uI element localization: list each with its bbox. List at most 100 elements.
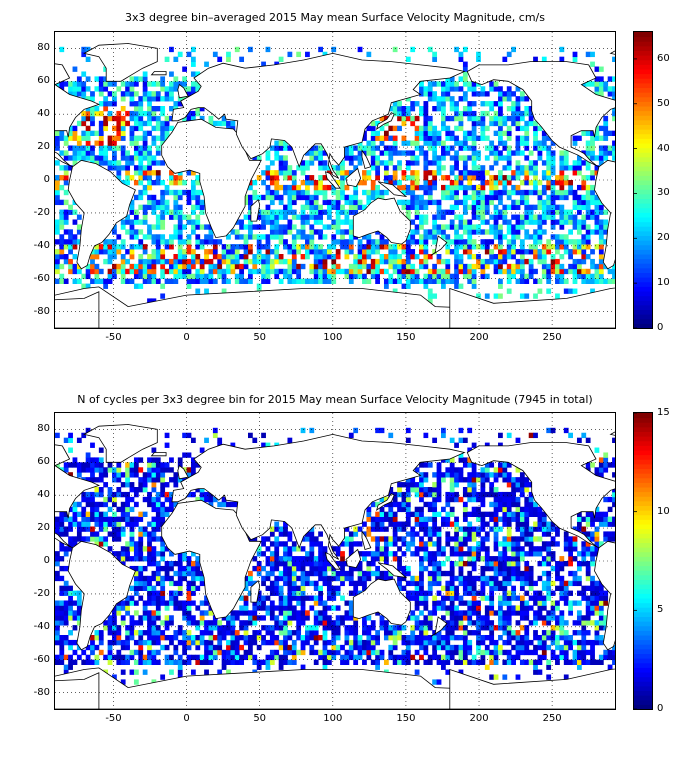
data-bin	[524, 106, 530, 112]
data-bin	[55, 135, 60, 141]
data-bin	[142, 135, 148, 141]
data-bin	[248, 194, 253, 201]
data-bin	[120, 125, 126, 132]
data-bin	[76, 76, 82, 82]
data-bin	[427, 160, 433, 166]
data-bin	[274, 620, 280, 626]
data-bin	[476, 135, 481, 141]
data-bin	[300, 189, 306, 196]
data-bin	[498, 130, 503, 136]
data-bin	[309, 204, 315, 210]
data-bin	[405, 615, 411, 621]
data-bin	[85, 115, 91, 122]
data-bin	[489, 106, 495, 112]
data-bin	[160, 487, 166, 493]
data-bin	[300, 605, 306, 611]
data-bin	[498, 263, 503, 270]
data-bin	[462, 635, 468, 641]
data-bin	[186, 219, 192, 225]
data-bin	[366, 51, 372, 58]
data-bin	[414, 214, 420, 220]
data-bin	[147, 155, 152, 161]
data-bin	[234, 639, 240, 646]
data-bin	[195, 244, 201, 250]
data-bin	[68, 546, 73, 552]
data-bin	[182, 600, 187, 606]
data-bin	[419, 145, 424, 151]
data-bin	[269, 224, 275, 230]
data-bin	[164, 625, 170, 631]
data-bin	[541, 145, 547, 151]
data-bin	[55, 432, 60, 439]
data-bin	[449, 477, 455, 483]
data-bin	[366, 570, 372, 577]
data-bin	[55, 278, 60, 284]
data-bin	[366, 244, 372, 250]
data-bin	[283, 184, 288, 191]
data-bin	[467, 521, 473, 527]
data-bin	[401, 120, 407, 127]
data-bin	[138, 546, 144, 552]
data-bin	[462, 585, 468, 591]
data-bin	[559, 175, 565, 181]
data-bin	[252, 234, 258, 240]
data-bin	[76, 214, 82, 220]
data-bin	[410, 249, 416, 255]
data-bin	[340, 239, 345, 245]
data-bin	[195, 288, 201, 294]
data-bin	[63, 278, 69, 284]
data-bin	[169, 244, 174, 250]
data-bin	[348, 263, 354, 270]
data-bin	[506, 194, 512, 201]
data-bin	[467, 561, 473, 567]
data-bin	[90, 268, 95, 275]
data-bin	[462, 239, 468, 245]
data-bin	[559, 263, 565, 270]
data-bin	[208, 278, 214, 284]
data-bin	[291, 575, 297, 582]
data-bin	[98, 501, 104, 508]
data-bin	[419, 639, 424, 646]
data-bin	[471, 140, 477, 146]
data-bin	[397, 659, 402, 665]
data-bin	[506, 244, 512, 250]
data-bin	[283, 610, 288, 616]
data-bin	[559, 273, 565, 280]
data-bin	[173, 209, 179, 215]
data-bin	[375, 273, 380, 280]
data-bin	[449, 462, 455, 468]
data-bin	[142, 575, 148, 582]
data-bin	[392, 521, 398, 527]
data-bin	[353, 427, 359, 434]
data-bin	[603, 239, 609, 245]
data-bin	[164, 565, 170, 572]
data-bin	[445, 224, 451, 230]
data-bin	[94, 273, 100, 280]
data-bin	[612, 263, 615, 270]
data-bin	[383, 659, 389, 665]
data-bin	[199, 635, 205, 641]
data-bin	[436, 561, 442, 567]
data-bin	[278, 160, 284, 166]
data-bin	[458, 51, 464, 58]
data-bin	[72, 263, 78, 270]
data-bin	[125, 110, 130, 117]
data-bin	[287, 249, 293, 255]
data-bin	[208, 644, 214, 651]
data-bin	[454, 477, 459, 483]
data-bin	[423, 605, 429, 611]
data-bin	[90, 491, 95, 498]
data-bin	[388, 630, 394, 636]
data-bin	[379, 244, 385, 250]
data-bin	[335, 229, 341, 235]
data-bin	[169, 551, 174, 557]
data-bin	[138, 204, 144, 210]
data-bin	[129, 496, 135, 503]
data-bin	[357, 635, 363, 641]
data-bin	[76, 140, 82, 146]
data-bin	[471, 496, 477, 503]
data-bin	[410, 46, 416, 53]
data-bin	[190, 229, 196, 235]
data-bin	[445, 639, 451, 646]
data-bin	[594, 130, 600, 136]
